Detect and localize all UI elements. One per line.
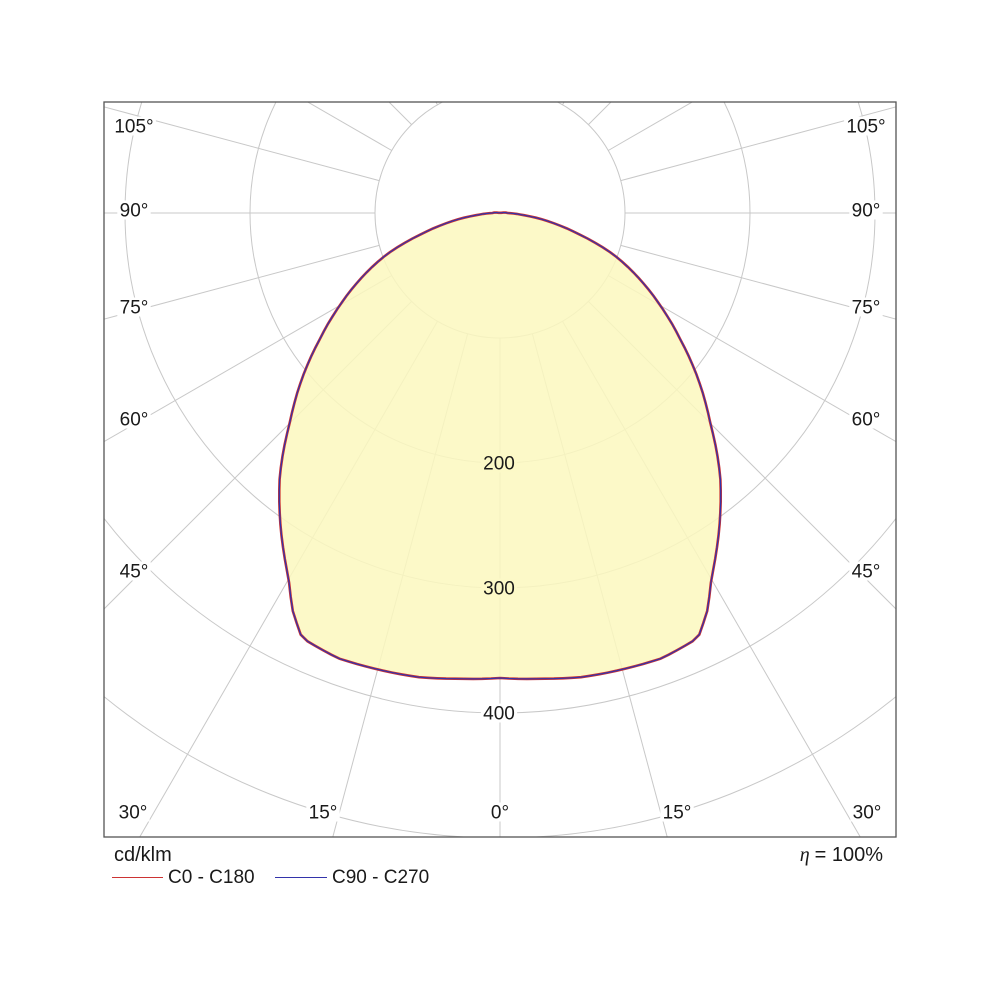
angle-label-right: 75° bbox=[852, 298, 881, 319]
legend-label-c90-c270: C90 - C270 bbox=[332, 867, 430, 888]
units-label: cd/klm bbox=[114, 844, 172, 866]
angle-label-right: 45° bbox=[852, 562, 881, 583]
legend-line-c0-c180 bbox=[112, 877, 163, 878]
angle-label-right: 60° bbox=[852, 410, 881, 431]
eta-value: = 100% bbox=[814, 844, 883, 866]
angle-label-bottom: 15° bbox=[309, 803, 338, 824]
angle-label-bottom: 15° bbox=[663, 803, 692, 824]
ring-value-label: 400 bbox=[483, 704, 515, 725]
ring-value-label: 300 bbox=[483, 579, 515, 600]
efficiency-label: η = 100% bbox=[800, 845, 883, 865]
angle-label-left: 90° bbox=[120, 201, 149, 222]
angle-label-left: 60° bbox=[120, 410, 149, 431]
angle-label-right: 90° bbox=[852, 201, 881, 222]
angle-label-bottom: 30° bbox=[119, 803, 148, 824]
angle-label-left: 75° bbox=[120, 298, 149, 319]
eta-symbol: η bbox=[799, 844, 810, 866]
angle-label-right: 105° bbox=[846, 117, 885, 138]
legend-label-c0-c180: C0 - C180 bbox=[168, 867, 255, 888]
curve-c90-c270 bbox=[278, 212, 722, 680]
angle-label-bottom: 30° bbox=[853, 803, 882, 824]
intensity-lobe-fill bbox=[279, 212, 721, 679]
angle-label-left: 105° bbox=[114, 117, 153, 138]
ring-value-label: 200 bbox=[483, 454, 515, 475]
legend-line-c90-c270 bbox=[275, 877, 327, 878]
angle-label-left: 45° bbox=[120, 562, 149, 583]
angle-label-bottom: 0° bbox=[491, 803, 509, 824]
axis-labels: 105° 105° 90° 90° 75° 75° 60° 60° 45° 45° 30° 15° 0°… bbox=[112, 116, 888, 824]
plot-border bbox=[103, 101, 897, 838]
